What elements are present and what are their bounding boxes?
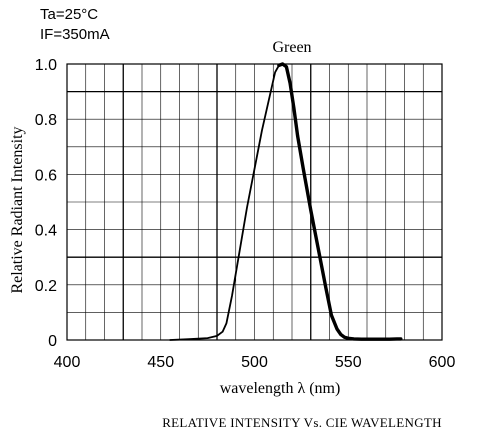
series-line-rising xyxy=(169,63,284,341)
chart-caption: RELATIVE INTENSITY Vs. CIE WAVELENGTH xyxy=(162,415,442,430)
x-tick-label: 400 xyxy=(54,354,81,371)
temperature-condition: Ta=25°C xyxy=(40,6,98,23)
plot-frame xyxy=(66,63,443,341)
series-line-falling xyxy=(277,62,403,341)
y-tick-label: 0.2 xyxy=(35,278,57,295)
x-axis-title: wavelength λ (nm) xyxy=(220,380,341,397)
series-layer xyxy=(169,62,403,341)
current-condition: IF=350mA xyxy=(40,26,110,43)
y-tick-label: 0.4 xyxy=(35,223,57,240)
grid xyxy=(67,64,442,340)
x-tick-label: 450 xyxy=(147,354,174,371)
y-tick-labels: 0 0.2 0.4 0.6 0.8 1.0 xyxy=(35,57,57,350)
series-label-green: Green xyxy=(272,39,311,56)
x-tick-label: 550 xyxy=(335,354,362,371)
y-tick-label: 0 xyxy=(48,333,57,350)
y-tick-label: 1.0 xyxy=(35,57,57,74)
y-tick-label: 0.8 xyxy=(35,112,57,129)
x-tick-label: 600 xyxy=(429,354,456,371)
y-axis-title: Relative Radiant Intensity xyxy=(9,126,26,293)
x-tick-labels: 400 450 500 550 600 xyxy=(54,354,456,371)
y-tick-label: 0.6 xyxy=(35,167,57,184)
x-tick-label: 500 xyxy=(241,354,268,371)
